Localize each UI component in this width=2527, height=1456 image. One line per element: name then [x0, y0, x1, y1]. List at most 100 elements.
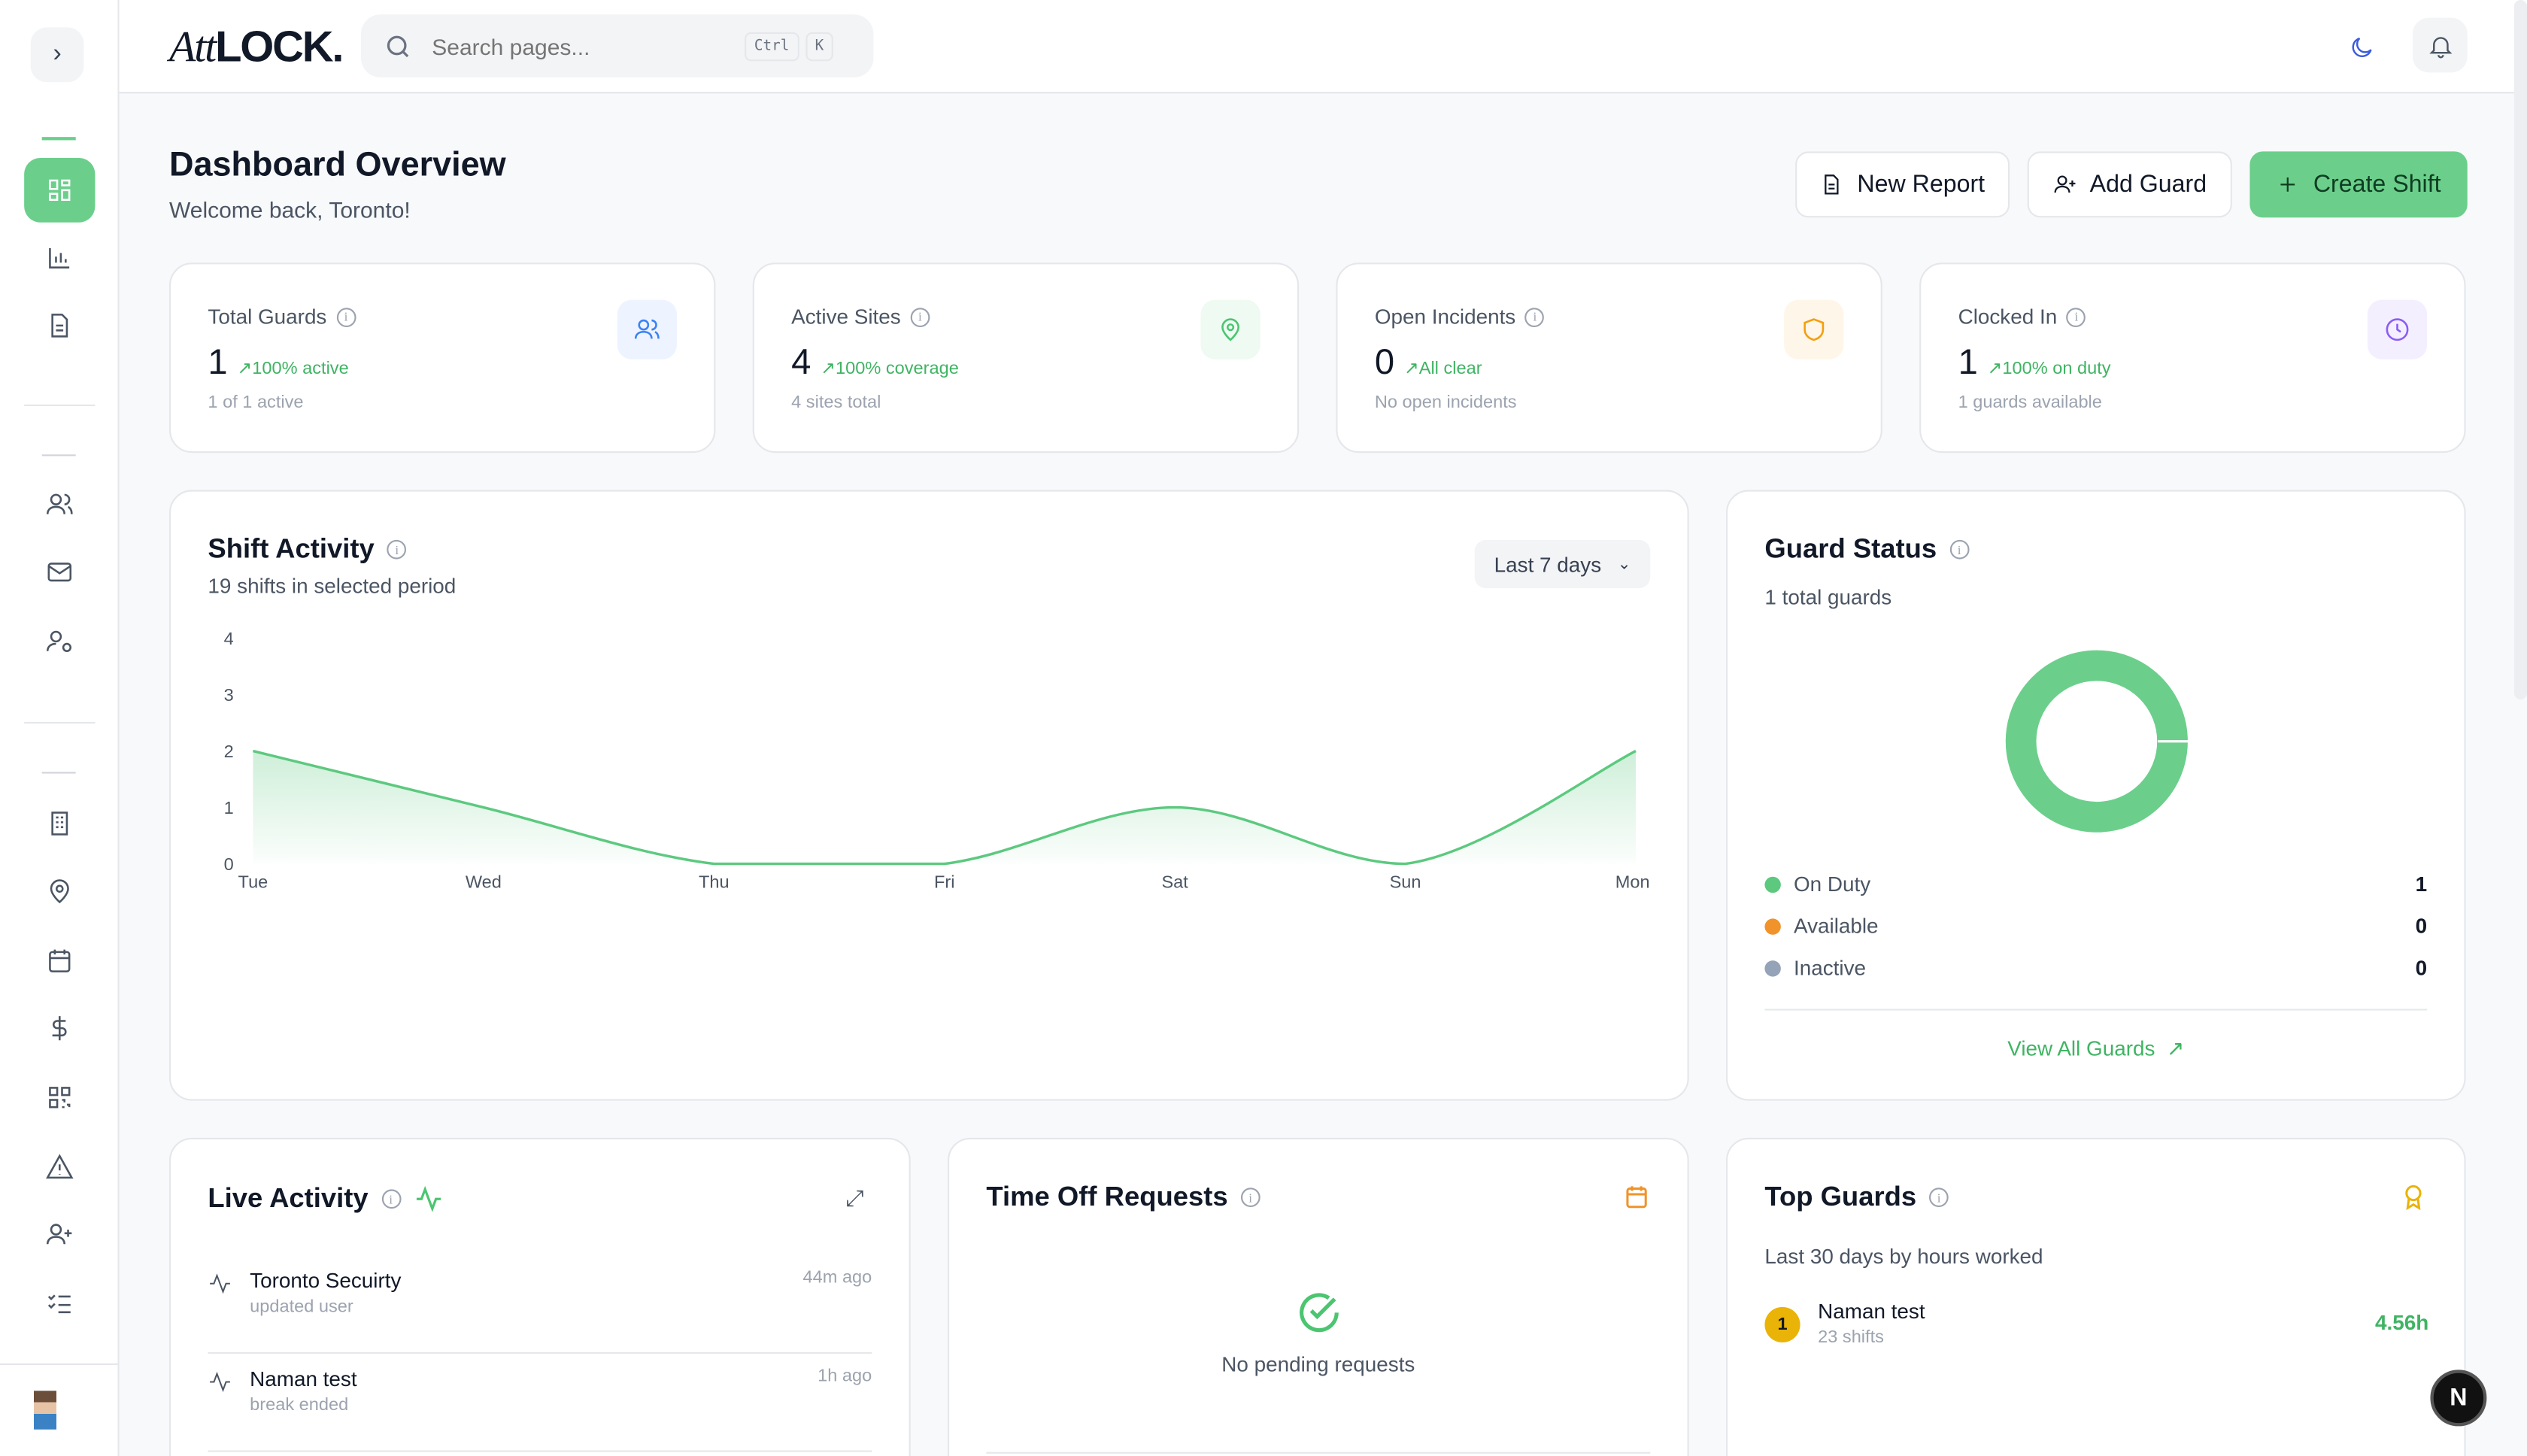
donut-segment-on-duty — [2005, 650, 2188, 833]
stat-value: 4 — [791, 341, 811, 382]
theme-toggle-button[interactable] — [2334, 20, 2389, 74]
nav-guards[interactable] — [35, 481, 83, 529]
range-dropdown[interactable]: Last 7 days ⌄ — [1474, 539, 1651, 589]
stat-label: Clocked In — [1958, 305, 2058, 329]
stat-value-row: 4 ↗100% coverage — [791, 341, 959, 384]
nav-dashboard[interactable] — [24, 158, 96, 223]
divider — [41, 454, 76, 457]
info-icon[interactable]: i — [381, 1189, 401, 1209]
notifications-button[interactable] — [2412, 17, 2468, 73]
stat-label-row: Open Incidents i — [1375, 305, 1545, 329]
guard-status-donut — [2005, 650, 2189, 833]
shift-activity-subtitle: 19 shifts in selected period — [208, 573, 457, 598]
stat-label-row: Clocked In i — [1958, 305, 2086, 329]
nav-checklist[interactable] — [35, 1279, 83, 1327]
stat-value-row: 1 ↗100% active — [208, 341, 348, 384]
search-bar[interactable]: Ctrl K — [361, 14, 874, 77]
info-icon[interactable]: i — [910, 307, 930, 326]
stat-card: Active Sites i 4 ↗100% coverage 4 sites to… — [752, 262, 1300, 453]
create-shift-label: Create Shift — [2313, 171, 2441, 199]
activity-icon — [210, 1371, 230, 1393]
x-tick-label: Thu — [699, 872, 730, 892]
stat-subtext: No open incidents — [1374, 393, 1517, 413]
nav-incidents[interactable] — [35, 1142, 83, 1191]
activity-time: 1h ago — [818, 1367, 872, 1386]
moon-icon — [2351, 36, 2371, 56]
calendar-icon — [49, 949, 71, 972]
file-icon — [51, 314, 68, 338]
stat-icon-box — [617, 299, 677, 359]
nav-sites[interactable] — [35, 867, 83, 915]
nav-qr[interactable] — [35, 1073, 83, 1121]
nav-payroll[interactable] — [35, 1004, 83, 1052]
nav-reports[interactable] — [35, 302, 83, 350]
activity-item[interactable]: Toronto Secuirty updated user 44m ago — [208, 1255, 872, 1354]
nav-messages[interactable] — [35, 548, 83, 596]
stat-subtext: 1 guards available — [1958, 393, 2102, 413]
assistant-fab[interactable]: N — [2430, 1370, 2487, 1427]
legend-value: 0 — [2415, 955, 2428, 980]
card-title: Live Activity i — [208, 1183, 442, 1215]
create-shift-button[interactable]: Create Shift — [2249, 151, 2468, 218]
stat-trend-text: All clear — [1418, 359, 1482, 379]
new-report-button[interactable]: New Report — [1795, 151, 2010, 218]
info-icon[interactable]: i — [1929, 1188, 1949, 1207]
nav-schedule[interactable] — [35, 936, 83, 984]
top-guards-card: Top Guards i Last 30 days by hours worked… — [1726, 1137, 2466, 1456]
info-icon[interactable]: i — [387, 539, 407, 560]
page-subtitle: Welcome back, Toronto! — [169, 196, 411, 223]
user-avatar[interactable] — [34, 1391, 56, 1430]
trend-up-icon: ↗ — [1403, 359, 1419, 379]
divider — [0, 1363, 120, 1365]
divider — [1764, 1009, 2428, 1011]
nav-user-settings[interactable] — [35, 617, 83, 666]
mail-icon — [47, 563, 72, 582]
nav-analytics[interactable] — [35, 234, 83, 282]
legend-item: On Duty 1 — [1764, 872, 2427, 896]
guard-name: Naman test — [1818, 1299, 1925, 1324]
info-icon[interactable]: i — [2067, 307, 2086, 326]
map-pin-icon — [1221, 318, 1239, 341]
plus-icon — [2281, 177, 2295, 192]
legend-label: Inactive — [1794, 955, 1867, 980]
grid-icon — [49, 179, 71, 201]
add-guard-button[interactable]: Add Guard — [2027, 151, 2232, 218]
guard-status-title: Guard Status — [1764, 533, 1937, 564]
info-icon[interactable]: i — [1525, 307, 1545, 326]
search-input[interactable] — [432, 32, 739, 59]
scrollbar[interactable] — [2513, 0, 2527, 699]
activity-icon — [415, 1185, 441, 1212]
qr-code-icon — [49, 1087, 71, 1109]
stat-trend: ↗All clear — [1404, 358, 1482, 379]
info-icon[interactable]: i — [1240, 1188, 1260, 1207]
stat-icon-box — [1200, 299, 1260, 359]
calendar-icon[interactable] — [1623, 1183, 1650, 1210]
divider — [41, 772, 76, 774]
stat-trend-text: 100% coverage — [836, 359, 959, 379]
time-off-title: Time Off Requests — [986, 1181, 1228, 1212]
stat-label-row: Total Guards i — [208, 305, 356, 329]
guard-status-subtitle: 1 total guards — [1764, 584, 1892, 609]
card-title: Top Guards i — [1764, 1181, 1949, 1214]
building-icon — [51, 811, 68, 836]
legend-item: Inactive 0 — [1764, 956, 2427, 980]
legend-dot — [1764, 960, 1781, 976]
users-icon — [634, 319, 660, 339]
x-tick-label: Wed — [466, 872, 502, 892]
legend-label: On Duty — [1794, 872, 1871, 896]
user-plus-icon — [2053, 175, 2075, 193]
nav-buildings[interactable] — [35, 799, 83, 848]
activity-name: Toronto Secuirty — [250, 1268, 402, 1293]
file-text-icon — [1825, 174, 1840, 195]
view-all-guards-link[interactable]: View All Guards ↗ — [1728, 1036, 2464, 1062]
nav-add-user[interactable] — [35, 1210, 83, 1258]
info-icon[interactable]: i — [1949, 539, 1970, 560]
expand-sidebar-button[interactable]: › — [30, 27, 84, 83]
check-circle-icon — [1300, 1293, 1339, 1333]
live-activity-card: Live Activity i ⤢ Toronto Secuirty updated… — [169, 1137, 911, 1456]
info-icon[interactable]: i — [336, 307, 356, 326]
guard-shifts: 23 shifts — [1818, 1327, 1884, 1348]
legend-value: 0 — [2415, 914, 2428, 939]
activity-item[interactable]: Naman test break ended 1h ago — [208, 1354, 872, 1452]
expand-icon[interactable]: ⤢ — [845, 1185, 864, 1211]
